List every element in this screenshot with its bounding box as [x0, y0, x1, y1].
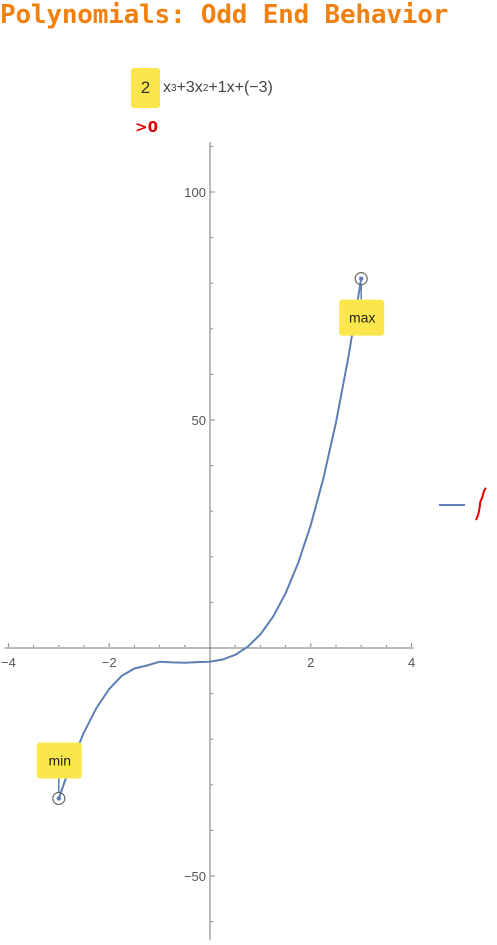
y-tick-label: 100 — [184, 185, 206, 200]
axis-ticks: −4 −2 2 4 100 50 −50 — [1, 145, 415, 923]
marker-ring — [52, 791, 66, 806]
min-tag-label: min — [49, 752, 72, 768]
max-point[interactable]: max — [339, 272, 385, 336]
leading-coefficient-input[interactable]: 2 — [131, 68, 160, 108]
x-tick-label: 4 — [408, 655, 415, 670]
min-tag — [36, 742, 82, 779]
x-tick-label: −4 — [1, 655, 16, 670]
y-tick-label: −50 — [184, 869, 206, 884]
x-tick-label: 2 — [307, 655, 314, 670]
marker-dot — [56, 796, 61, 801]
polynomial-equation: 2 x 3 +3x 2 +1x+(−3) — [131, 68, 273, 108]
axes — [4, 141, 414, 940]
exponent: 2 — [202, 82, 209, 94]
polynomial-curve — [57, 278, 363, 799]
x-tick-label: −2 — [102, 655, 117, 670]
equation-term: +1x+(−3) — [208, 79, 273, 96]
point-markers: min max — [36, 272, 385, 806]
min-point[interactable]: min — [36, 742, 82, 806]
page-title: Polynomials: Odd End Behavior — [0, 0, 449, 30]
coefficient-sign-label: >0 — [135, 118, 159, 136]
max-tag — [339, 299, 385, 336]
y-tick-label: 50 — [192, 413, 206, 428]
equation-term: +3x — [176, 79, 203, 96]
equation-term: x — [163, 79, 171, 96]
max-tag-label: max — [349, 310, 375, 326]
marker-ring — [354, 272, 368, 286]
exponent: 3 — [171, 82, 177, 94]
legend-curve-icon — [439, 487, 487, 521]
marker-dot — [359, 276, 364, 281]
